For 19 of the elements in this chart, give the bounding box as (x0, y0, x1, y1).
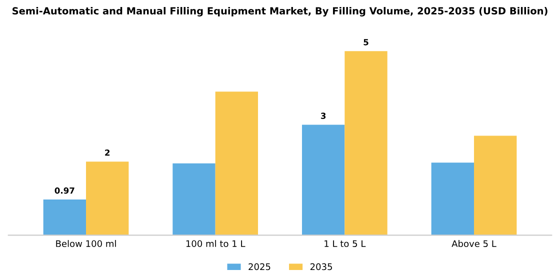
x-tick-label: 100 ml to 1 L (186, 240, 246, 248)
x-tick-label: 1 L to 5 L (324, 240, 366, 248)
bar (344, 51, 388, 236)
data-label: 5 (364, 39, 368, 46)
bar (302, 124, 345, 236)
data-label: 3 (320, 112, 326, 119)
bar (43, 199, 86, 236)
bar (215, 92, 258, 236)
legend-label: 2035 (310, 263, 332, 270)
bar (172, 163, 216, 236)
x-tick-label: Below 100 ml (56, 240, 116, 248)
data-label: 0.97 (54, 187, 74, 194)
chart-title: Semi-Automatic and Manual Filling Equipment Market, By Filling Volume, 2025-2035 (USD Billion) (12, 7, 548, 16)
bar (86, 162, 129, 236)
legend-label: 2025 (248, 263, 270, 270)
data-label: 2 (105, 149, 110, 156)
bar (474, 136, 517, 236)
bar (431, 162, 474, 236)
x-tick-label: Above 5 L (452, 240, 496, 248)
